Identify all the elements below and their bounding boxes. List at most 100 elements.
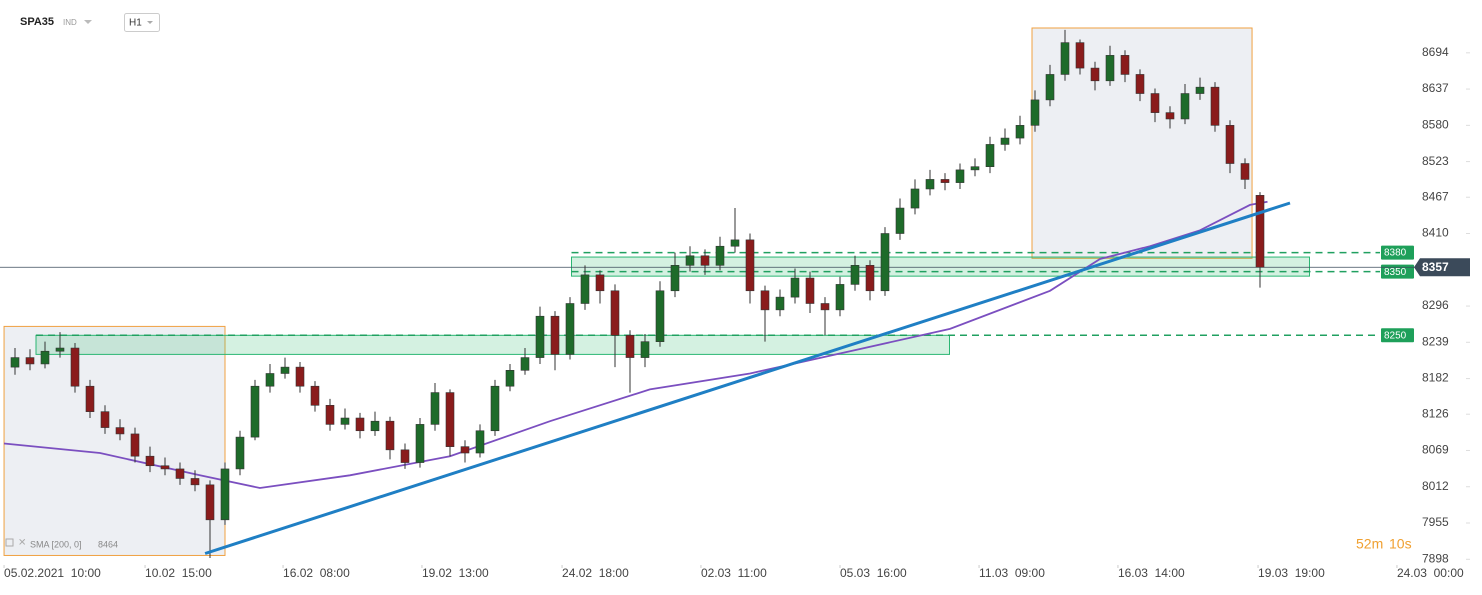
candle-body — [460, 446, 470, 454]
candle-body — [10, 357, 20, 368]
x-tick-label: 02.03 11:00 — [701, 566, 767, 580]
candle-body — [865, 265, 875, 292]
x-tick-label: 10.02 15:00 — [145, 566, 212, 580]
candle-body — [370, 420, 380, 432]
candle-body — [175, 468, 185, 479]
candle-body — [385, 420, 395, 451]
support-zone — [35, 334, 950, 355]
candle-body — [265, 373, 275, 387]
y-tick-label: 8523 — [1422, 154, 1449, 168]
y-tick-label: 8126 — [1422, 406, 1449, 420]
candle-body — [1150, 93, 1160, 113]
x-tick-label: 24.03 00:00 — [1397, 566, 1464, 580]
candle-body — [190, 478, 200, 486]
timer-seconds: 10s — [1389, 536, 1412, 552]
trend-line — [204, 201, 1291, 555]
indicator-close[interactable]: ✕ — [18, 538, 26, 549]
candle-body — [1135, 74, 1145, 94]
candle-body — [955, 169, 965, 183]
candle-body — [1090, 67, 1100, 82]
sma-label: SMA [200, 0] — [30, 539, 82, 549]
level-label: 8380 — [1384, 248, 1407, 259]
y-tick-label: 8410 — [1422, 226, 1449, 240]
dropdown-icon — [147, 21, 153, 24]
candle-body — [1000, 137, 1010, 145]
candle-body — [910, 188, 920, 209]
candle-body — [760, 290, 770, 311]
candle-body — [820, 303, 830, 311]
indicator-toggle[interactable] — [5, 538, 14, 547]
interval: H1 — [129, 18, 142, 29]
candle-body — [415, 424, 425, 463]
candle-body — [745, 239, 755, 292]
dropdown-icon[interactable] — [84, 20, 92, 24]
candle-body — [580, 274, 590, 304]
candle-body — [1255, 195, 1265, 268]
candle-body — [790, 277, 800, 298]
market: IND — [63, 18, 77, 27]
x-tick-label: 24.02 18:00 — [562, 566, 629, 580]
candle-body — [505, 370, 515, 387]
y-tick-label: 8239 — [1422, 334, 1449, 348]
candle-body — [1180, 93, 1190, 120]
symbol: SPA35 — [20, 16, 54, 28]
candle-body — [310, 385, 320, 406]
candle-body — [160, 465, 170, 470]
level-label: 8350 — [1384, 267, 1407, 278]
candle-body — [70, 347, 80, 387]
y-tick-label: 8694 — [1422, 45, 1449, 59]
y-tick-label: 8012 — [1422, 479, 1449, 493]
candle-body — [340, 417, 350, 425]
candle-body — [430, 392, 440, 425]
candle-body — [1210, 86, 1220, 126]
candle-body — [85, 385, 95, 412]
candle-body — [1225, 125, 1235, 164]
price-label: 8357 — [1422, 260, 1449, 274]
y-tick-label: 8467 — [1422, 189, 1449, 203]
candle-body — [400, 449, 410, 463]
y-tick-label: 7955 — [1422, 515, 1449, 529]
candle-body — [25, 357, 35, 365]
range-box — [3, 325, 226, 556]
candle-body — [220, 468, 230, 521]
candle-body — [1120, 55, 1130, 75]
y-tick-label: 8182 — [1422, 371, 1449, 385]
y-tick-label: 8296 — [1422, 298, 1449, 312]
level-label: 8250 — [1384, 330, 1407, 341]
candle-body — [970, 166, 980, 171]
candle-body — [895, 207, 905, 234]
candle-body — [655, 290, 665, 342]
x-tick-label: 16.02 08:00 — [283, 566, 350, 580]
candle-body — [130, 433, 140, 457]
level-label-bg — [1381, 328, 1414, 343]
price-label-bg — [1414, 258, 1470, 277]
sma-value: 8464 — [98, 539, 118, 549]
x-tick-label: 19.02 13:00 — [422, 566, 489, 580]
candle-body — [205, 484, 215, 521]
plot-area: 7898 7955 8012 8069 8126 8182 8239 8296 8410 8467… — [0, 27, 1470, 580]
timer-minutes: 52m — [1356, 536, 1383, 552]
candle-body — [445, 392, 455, 447]
level-label-bg — [1381, 245, 1414, 260]
candle-body — [850, 265, 860, 285]
candle-body — [775, 296, 785, 311]
candle-body — [715, 245, 725, 266]
y-tick-label: 8580 — [1422, 118, 1449, 132]
candle-body — [940, 179, 950, 183]
candle-body — [640, 341, 650, 358]
candle-body — [1105, 55, 1115, 82]
candle-body — [835, 284, 845, 311]
interval-select[interactable] — [124, 13, 160, 32]
candle-body — [805, 277, 815, 304]
y-tick-label: 8069 — [1422, 443, 1449, 457]
candle-body — [880, 233, 890, 292]
x-tick-label: 16.03 14:00 — [1118, 566, 1185, 580]
candle-body — [595, 274, 605, 292]
y-tick-label: 7898 — [1422, 551, 1449, 565]
candle-body — [115, 427, 125, 435]
candle-body — [235, 436, 245, 470]
x-tick-label: 05.03 16:00 — [840, 566, 907, 580]
candle-body — [1060, 42, 1070, 75]
candle-body — [985, 144, 995, 168]
sma-line — [3, 200, 1268, 489]
